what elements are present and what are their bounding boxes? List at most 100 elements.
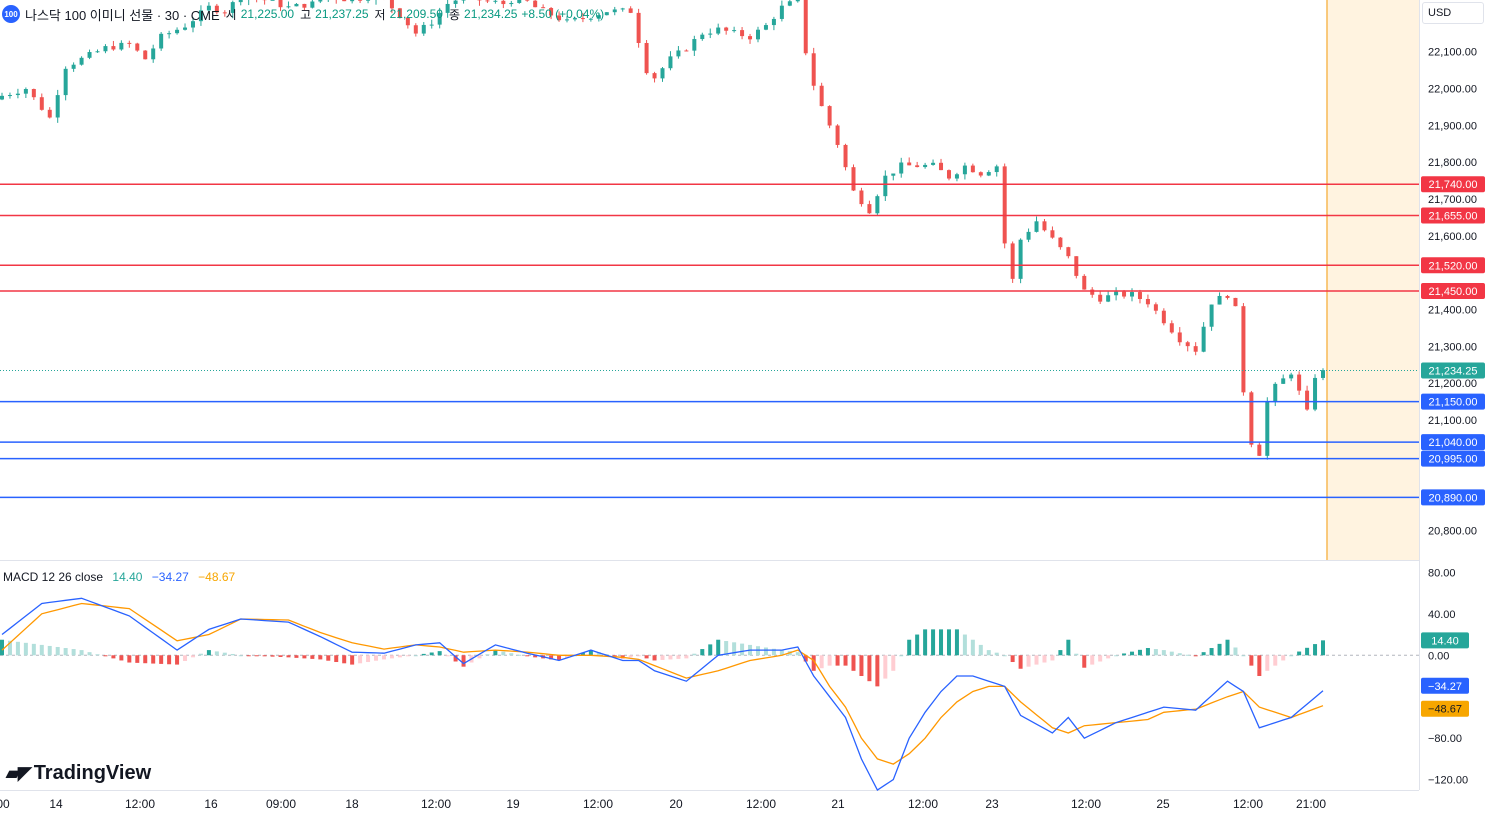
time-axis-tick: 12:00 (421, 797, 451, 811)
time-axis-tick: 23 (985, 797, 999, 811)
candle-body (755, 29, 760, 40)
macd-histogram-bar (262, 655, 267, 657)
macd-histogram-bar (1313, 644, 1318, 656)
candle-body (270, 0, 275, 1)
candle-body (103, 46, 108, 52)
candle-body (1241, 306, 1246, 393)
macd-histogram-bar (183, 655, 188, 661)
candle-body (1289, 374, 1294, 379)
support-level-label: 21,040.00 (1429, 437, 1478, 449)
price-axis-tick: 21,700.00 (1428, 194, 1477, 206)
macd-histogram-bar (95, 654, 100, 656)
candle-body (859, 190, 864, 205)
macd-histogram-bar (899, 655, 904, 657)
candle-body (1321, 370, 1325, 378)
macd-histogram-bar (939, 629, 944, 656)
candle-body (716, 27, 721, 34)
macd-histogram-bar (660, 655, 665, 660)
macd-histogram-bar (1273, 655, 1278, 666)
candle-body (748, 36, 753, 40)
macd-histogram-bar (47, 645, 52, 656)
macd-histogram-bar (668, 655, 673, 660)
candle-body (111, 46, 116, 50)
candle-body (1090, 289, 1095, 295)
macd-histogram-bar (827, 655, 832, 666)
macd-histogram-bar (533, 655, 538, 658)
macd-histogram-bar (326, 655, 331, 661)
macd-histogram-bar (1297, 651, 1302, 656)
candle-body (95, 51, 100, 53)
macd-label: MACD 12 26 close (3, 570, 104, 584)
symbol-title[interactable]: 나스닥 100 이미니 선물 · 30 · CME (25, 7, 220, 23)
candle-body (1169, 323, 1174, 333)
candle-body (565, 19, 570, 21)
candle-body (978, 172, 983, 176)
candle-body (445, 3, 450, 13)
macd-histogram-bar (1082, 655, 1087, 668)
candle-body (1137, 292, 1142, 299)
candle-body (47, 109, 52, 118)
currency-selector[interactable]: USD (1422, 2, 1484, 24)
candle-body (1185, 342, 1190, 347)
macd-legend[interactable]: MACD 12 26 close 14.40 −34.27 −48.67 (3, 570, 235, 584)
macd-histogram-bar (31, 643, 36, 656)
macd-histogram-bar (389, 655, 394, 659)
support-level-label: 21,150.00 (1429, 397, 1478, 409)
candle-body (238, 0, 243, 3)
macd-histogram-bar (1042, 655, 1047, 663)
candle-body (795, 0, 800, 2)
macd-histogram-bar (1281, 655, 1286, 661)
macd-histogram-bar (278, 655, 283, 657)
tradingview-logo[interactable]: ▰◤ TradingView (6, 762, 151, 785)
candle-body (708, 33, 713, 35)
macd-value-label-bg (1421, 632, 1469, 649)
open-value: 21,225.00 (240, 7, 295, 21)
macd-histogram-bar (708, 644, 713, 656)
macd-histogram-bar (246, 655, 251, 657)
candle-body (740, 30, 745, 37)
candle-body (588, 18, 593, 20)
macd-histogram-bar (7, 640, 12, 656)
macd-histogram-bar (63, 648, 68, 656)
macd-histogram-bar (350, 655, 355, 665)
macd-histogram-bar (1137, 649, 1142, 656)
macd-histogram-bar (1130, 651, 1135, 656)
candle-body (803, 0, 808, 54)
macd-histogram-bar (923, 629, 928, 656)
macd-histogram-bar (342, 655, 347, 664)
macd-histogram-bar (1265, 655, 1270, 671)
candle-body (541, 7, 546, 9)
resistance-level-label-bg (1421, 176, 1485, 193)
price-axis-tick: 21,800.00 (1428, 157, 1477, 169)
candle-body (1145, 298, 1150, 305)
macd-histogram-bar (1153, 649, 1158, 656)
macd-histogram-bar (286, 655, 291, 658)
macd-histogram-bar (238, 655, 243, 657)
candle-body (779, 5, 784, 19)
macd-histogram-bar (724, 641, 729, 656)
candle-body (7, 95, 12, 97)
candle-body (421, 24, 426, 34)
candle-body (580, 18, 585, 20)
candle-body (79, 57, 84, 65)
macd-hist-value: 14.40 (112, 570, 143, 584)
candle-body (700, 34, 705, 40)
candle-body (366, 0, 371, 1)
close-value: 21,234.25 (464, 7, 518, 21)
macd-histogram-bar (851, 655, 856, 671)
candle-body (923, 164, 928, 168)
macd-histogram-bar (819, 655, 824, 669)
macd-histogram-bar (127, 655, 132, 663)
support-level-label-bg (1421, 489, 1485, 506)
candle-body (397, 8, 402, 18)
symbol-header[interactable]: 100 나스닥 100 이미니 선물 · 30 · CME 시 21,225.0… (2, 4, 604, 24)
candle-body (954, 174, 959, 179)
macd-layer (0, 597, 1419, 791)
time-axis-tick: 12:00 (583, 797, 613, 811)
macd-histogram-bar (1225, 639, 1230, 656)
candle-body (1297, 374, 1302, 391)
macd-histogram-bar (302, 655, 307, 659)
macd-histogram-bar (175, 655, 180, 665)
macd-histogram-bar (1098, 655, 1103, 662)
